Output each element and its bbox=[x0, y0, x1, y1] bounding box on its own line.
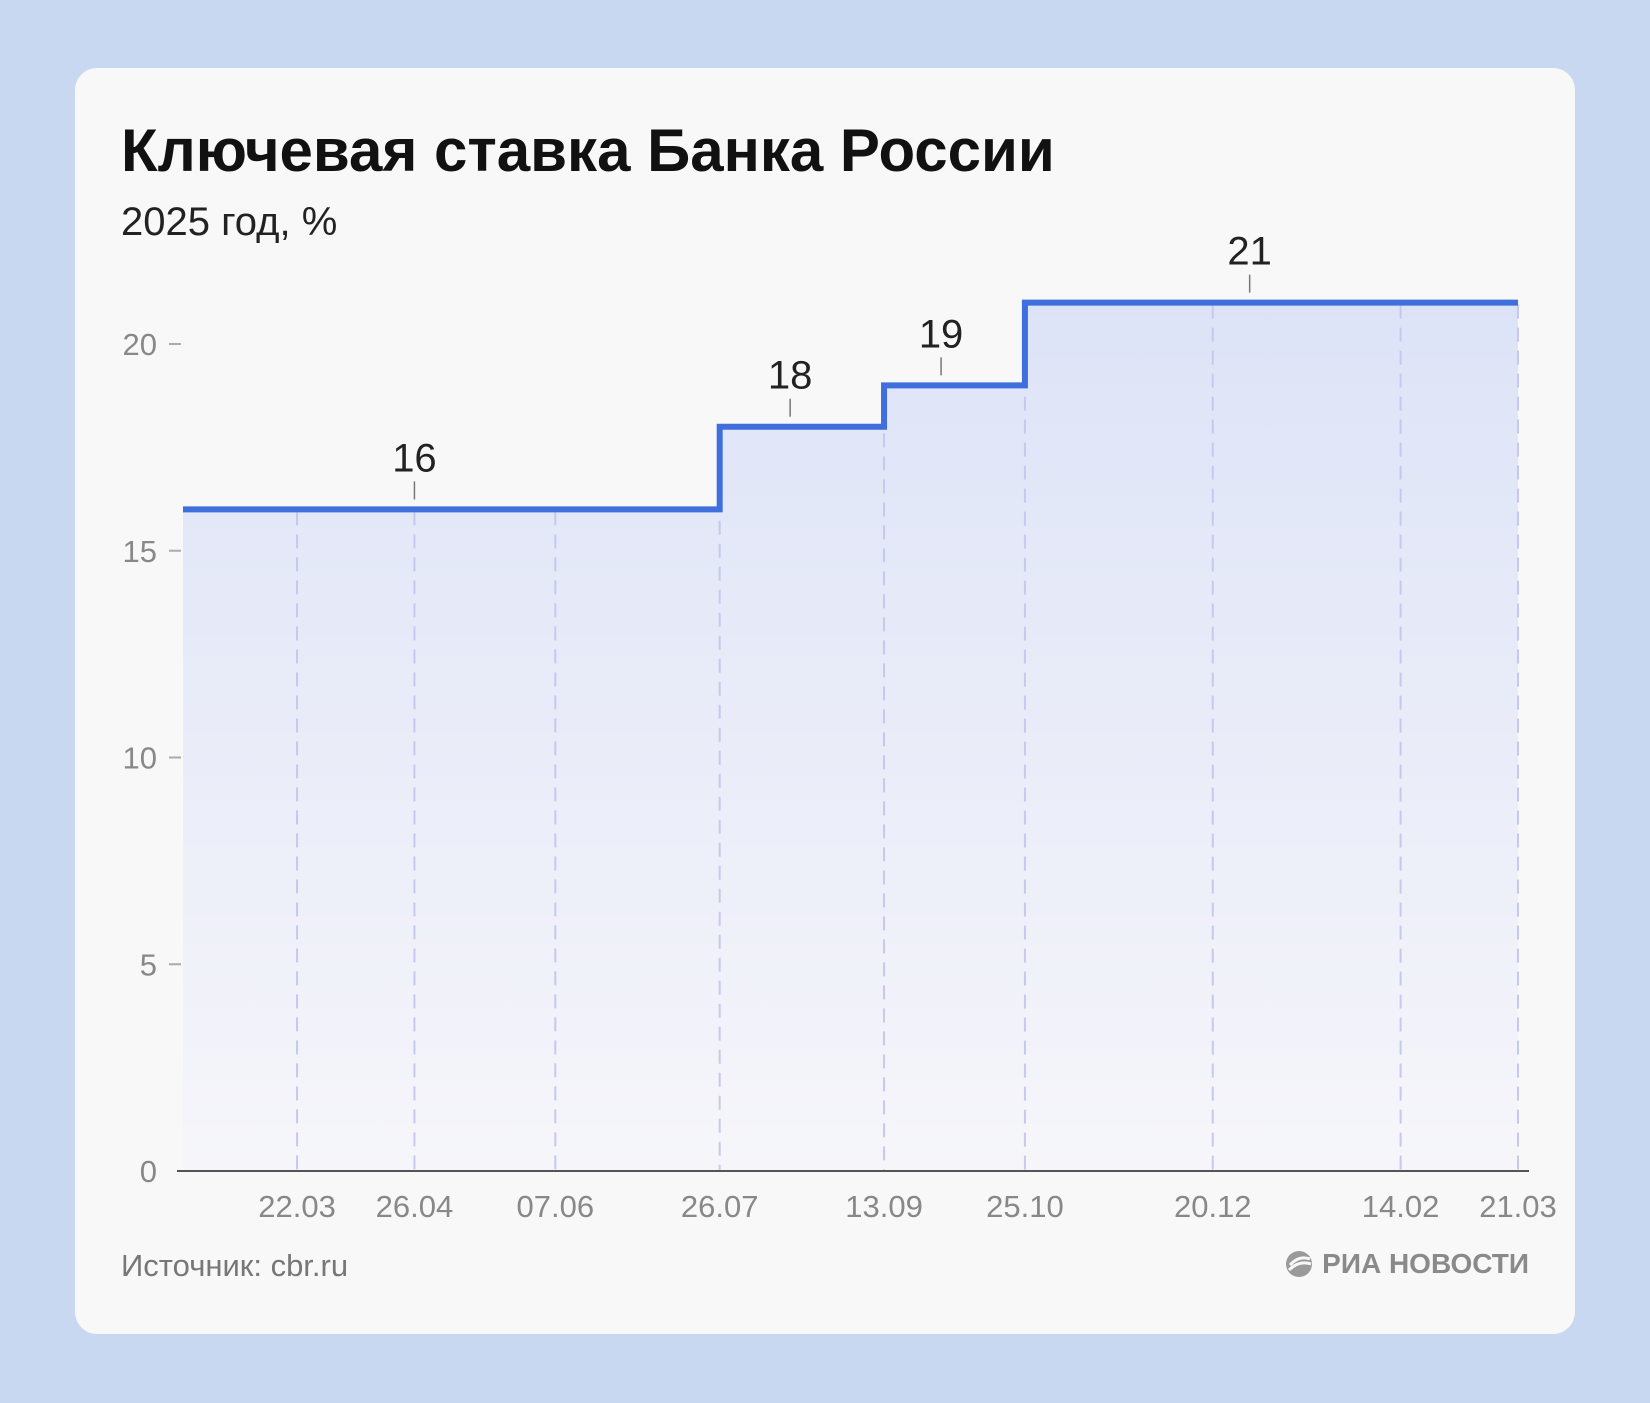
data-label: 19 bbox=[919, 312, 964, 356]
x-tick-label: 21.03 bbox=[1479, 1189, 1557, 1224]
chart-subtitle: 2025 год, % bbox=[121, 200, 338, 244]
data-label: 16 bbox=[392, 436, 437, 480]
x-tick-label: 07.06 bbox=[517, 1189, 595, 1224]
y-tick-label: 0 bbox=[140, 1154, 157, 1189]
chart-plot: 22.03 26.04 07.06 26.07 13.09 25.10 20.12 14.02… bbox=[123, 230, 1557, 1224]
series-line bbox=[183, 299, 1518, 513]
ria-logo-icon bbox=[1286, 1251, 1313, 1277]
data-label: 18 bbox=[768, 354, 813, 398]
y-tick-label: 15 bbox=[123, 534, 157, 569]
ria-logo-text: РИА НОВОСТИ bbox=[1322, 1248, 1529, 1279]
x-tick-label: 25.10 bbox=[986, 1189, 1064, 1224]
chart-card: Ключевая ставка Банка России 2025 год, %… bbox=[75, 68, 1575, 1334]
ria-novosti-logo: РИА НОВОСТИ bbox=[1284, 1248, 1529, 1280]
y-tick-label: 10 bbox=[123, 741, 157, 776]
y-tick-label: 5 bbox=[140, 947, 157, 982]
data-label: 21 bbox=[1227, 230, 1272, 274]
x-tick-label: 26.04 bbox=[376, 1189, 454, 1224]
y-tick-label: 20 bbox=[123, 327, 157, 362]
x-tick-label: 26.07 bbox=[681, 1189, 759, 1224]
x-tick-label: 13.09 bbox=[845, 1189, 923, 1224]
x-tick-label: 14.02 bbox=[1362, 1189, 1440, 1224]
x-tick-label: 20.12 bbox=[1174, 1189, 1252, 1224]
x-tick-label: 22.03 bbox=[258, 1189, 336, 1224]
area-fill bbox=[183, 302, 1518, 1171]
source-note: Источник: cbr.ru bbox=[121, 1248, 349, 1283]
chart-title: Ключевая ставка Банка России bbox=[121, 117, 1055, 184]
